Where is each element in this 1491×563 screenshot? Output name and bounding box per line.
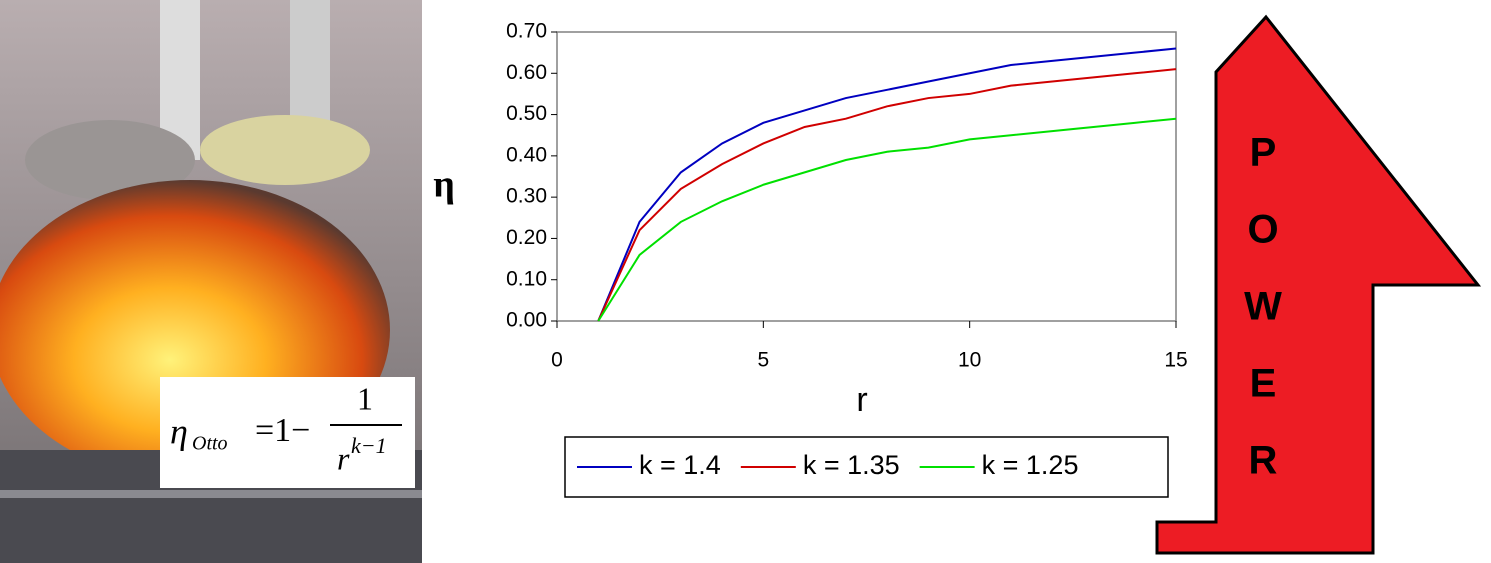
y-tick-label: 0.30 [506,185,547,208]
y-tick-label: 0.00 [506,309,547,332]
y-tick-label: 0.50 [506,102,547,125]
legend-label: k = 1.4 [639,450,721,480]
x-tick-label: 10 [958,349,981,372]
formula-denominator: r [337,440,350,476]
formula-numerator: 1 [357,380,373,416]
formula-mid: =1− [255,412,310,449]
power-letter: P [1250,131,1277,175]
x-tick-label: 5 [757,349,769,372]
power-letter: O [1247,208,1278,252]
x-axis-label: r [856,381,867,419]
formula-exponent: k−1 [351,433,387,458]
power-letter: E [1250,362,1277,406]
legend-box [564,436,1169,498]
plot-frame [556,31,1177,322]
power-arrow [1155,14,1482,555]
power-letter: W [1244,285,1282,329]
formula-box: η Otto =1− 1 r k−1 [160,377,415,488]
series-line [597,47,1177,322]
y-tick-label: 0.40 [506,143,547,166]
legend-label: k = 1.25 [982,450,1079,480]
x-tick-label: 15 [1164,349,1187,372]
legend-label: k = 1.35 [803,450,900,480]
series-line [597,117,1177,322]
power-letter: R [1249,439,1278,483]
y-tick-label: 0.20 [506,226,547,249]
series-line [597,68,1177,322]
y-tick-label: 0.70 [506,20,547,43]
x-tick-label: 0 [551,349,563,372]
y-tick-label: 0.60 [506,61,547,84]
formula-lhs: η [170,411,188,451]
y-tick-label: 0.10 [506,267,547,290]
y-axis-label: η [433,164,455,206]
formula-subscript: Otto [192,433,228,455]
